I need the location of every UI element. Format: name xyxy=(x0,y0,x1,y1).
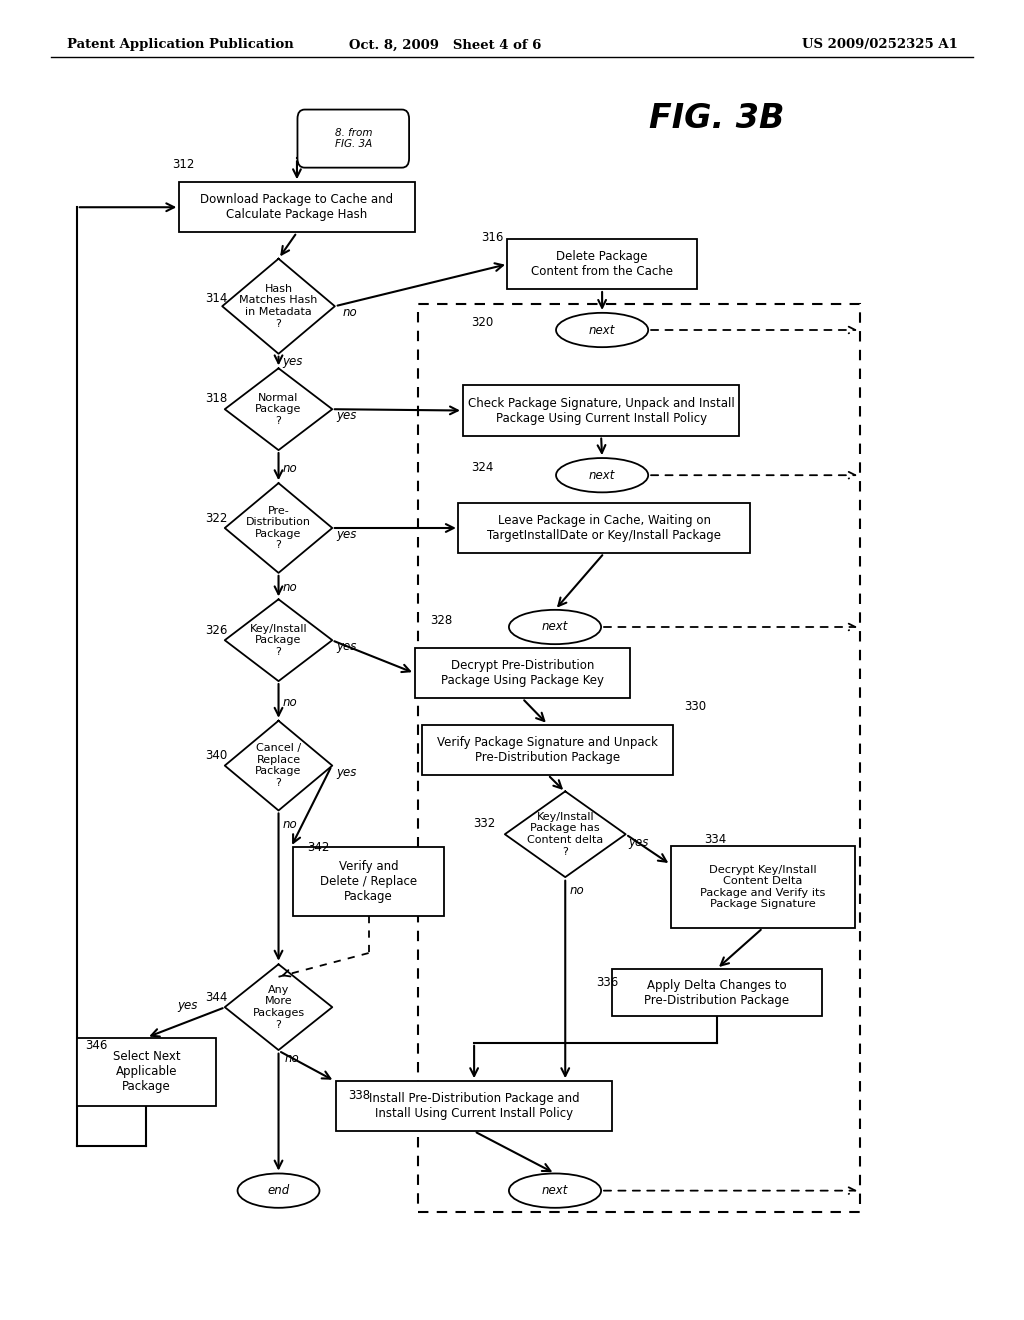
Text: Key/Install
Package has
Content delta
?: Key/Install Package has Content delta ? xyxy=(527,812,603,857)
Text: no: no xyxy=(283,696,297,709)
FancyBboxPatch shape xyxy=(77,1038,215,1106)
Text: 336: 336 xyxy=(596,975,618,989)
Text: Key/Install
Package
?: Key/Install Package ? xyxy=(250,623,307,657)
FancyBboxPatch shape xyxy=(297,110,409,168)
Text: 8. from
FIG. 3A: 8. from FIG. 3A xyxy=(335,128,372,149)
Ellipse shape xyxy=(556,313,648,347)
Text: next: next xyxy=(589,323,615,337)
FancyBboxPatch shape xyxy=(671,846,855,928)
Polygon shape xyxy=(225,721,332,810)
Text: 338: 338 xyxy=(348,1089,371,1102)
Text: 344: 344 xyxy=(205,991,227,1005)
Text: no: no xyxy=(283,462,297,475)
Polygon shape xyxy=(225,368,332,450)
Text: Pre-
Distribution
Package
?: Pre- Distribution Package ? xyxy=(246,506,311,550)
Text: Cancel /
Replace
Package
?: Cancel / Replace Package ? xyxy=(255,743,302,788)
Polygon shape xyxy=(225,964,332,1051)
Polygon shape xyxy=(505,792,626,876)
Text: no: no xyxy=(283,818,297,832)
Text: no: no xyxy=(343,306,357,319)
Text: 334: 334 xyxy=(705,833,727,846)
Text: Decrypt Key/Install
Content Delta
Package and Verify its
Package Signature: Decrypt Key/Install Content Delta Packag… xyxy=(700,865,825,909)
Text: 346: 346 xyxy=(85,1039,108,1052)
FancyBboxPatch shape xyxy=(179,182,415,232)
FancyBboxPatch shape xyxy=(459,503,750,553)
Text: yes: yes xyxy=(336,409,356,422)
Text: 322: 322 xyxy=(205,512,227,525)
Text: next: next xyxy=(589,469,615,482)
FancyBboxPatch shape xyxy=(463,385,739,436)
Text: Oct. 8, 2009   Sheet 4 of 6: Oct. 8, 2009 Sheet 4 of 6 xyxy=(349,38,542,51)
Text: Delete Package
Content from the Cache: Delete Package Content from the Cache xyxy=(531,249,673,279)
Text: yes: yes xyxy=(336,528,356,541)
Text: 332: 332 xyxy=(473,817,496,830)
Text: 320: 320 xyxy=(471,315,494,329)
Ellipse shape xyxy=(509,1173,601,1208)
Text: Hash
Matches Hash
in Metadata
?: Hash Matches Hash in Metadata ? xyxy=(240,284,317,329)
FancyBboxPatch shape xyxy=(293,847,444,916)
Text: Any
More
Packages
?: Any More Packages ? xyxy=(253,985,304,1030)
Bar xyxy=(418,304,860,1212)
Text: Verify Package Signature and Unpack
Pre-Distribution Package: Verify Package Signature and Unpack Pre-… xyxy=(437,735,658,764)
Text: 312: 312 xyxy=(172,158,195,172)
Text: Download Package to Cache and
Calculate Package Hash: Download Package to Cache and Calculate … xyxy=(201,193,393,222)
Text: 324: 324 xyxy=(471,461,494,474)
Text: Check Package Signature, Unpack and Install
Package Using Current Install Policy: Check Package Signature, Unpack and Inst… xyxy=(468,396,734,425)
Text: FIG. 3B: FIG. 3B xyxy=(649,103,784,135)
Text: yes: yes xyxy=(629,836,649,849)
Text: 314: 314 xyxy=(205,292,227,305)
FancyBboxPatch shape xyxy=(336,1081,612,1131)
FancyBboxPatch shape xyxy=(423,725,674,775)
Text: yes: yes xyxy=(336,766,356,779)
FancyBboxPatch shape xyxy=(611,969,821,1016)
Text: 328: 328 xyxy=(430,614,453,627)
Polygon shape xyxy=(222,259,335,354)
Text: Decrypt Pre-Distribution
Package Using Package Key: Decrypt Pre-Distribution Package Using P… xyxy=(440,659,604,688)
Ellipse shape xyxy=(556,458,648,492)
Text: Apply Delta Changes to
Pre-Distribution Package: Apply Delta Changes to Pre-Distribution … xyxy=(644,978,790,1007)
Text: yes: yes xyxy=(336,640,356,653)
Text: no: no xyxy=(285,1052,299,1065)
Text: 330: 330 xyxy=(684,700,707,713)
Text: 318: 318 xyxy=(205,392,227,405)
Polygon shape xyxy=(225,599,332,681)
Text: end: end xyxy=(267,1184,290,1197)
Text: 326: 326 xyxy=(205,624,227,638)
Ellipse shape xyxy=(509,610,601,644)
Text: no: no xyxy=(569,884,584,898)
FancyBboxPatch shape xyxy=(507,239,696,289)
Text: next: next xyxy=(542,1184,568,1197)
Text: 316: 316 xyxy=(481,231,504,244)
Text: yes: yes xyxy=(177,999,198,1012)
Polygon shape xyxy=(225,483,332,573)
Text: no: no xyxy=(283,581,297,594)
Text: Normal
Package
?: Normal Package ? xyxy=(255,392,302,426)
Text: US 2009/0252325 A1: US 2009/0252325 A1 xyxy=(802,38,957,51)
Text: 340: 340 xyxy=(205,748,227,762)
Text: Leave Package in Cache, Waiting on
TargetInstallDate or Key/Install Package: Leave Package in Cache, Waiting on Targe… xyxy=(487,513,721,543)
Text: 342: 342 xyxy=(307,841,330,854)
Text: next: next xyxy=(542,620,568,634)
FancyBboxPatch shape xyxy=(415,648,630,698)
Text: Install Pre-Distribution Package and
Install Using Current Install Policy: Install Pre-Distribution Package and Ins… xyxy=(369,1092,580,1121)
Text: Select Next
Applicable
Package: Select Next Applicable Package xyxy=(113,1051,180,1093)
Text: Patent Application Publication: Patent Application Publication xyxy=(67,38,293,51)
Text: yes: yes xyxy=(283,355,303,368)
Text: Verify and
Delete / Replace
Package: Verify and Delete / Replace Package xyxy=(321,861,417,903)
Ellipse shape xyxy=(238,1173,319,1208)
